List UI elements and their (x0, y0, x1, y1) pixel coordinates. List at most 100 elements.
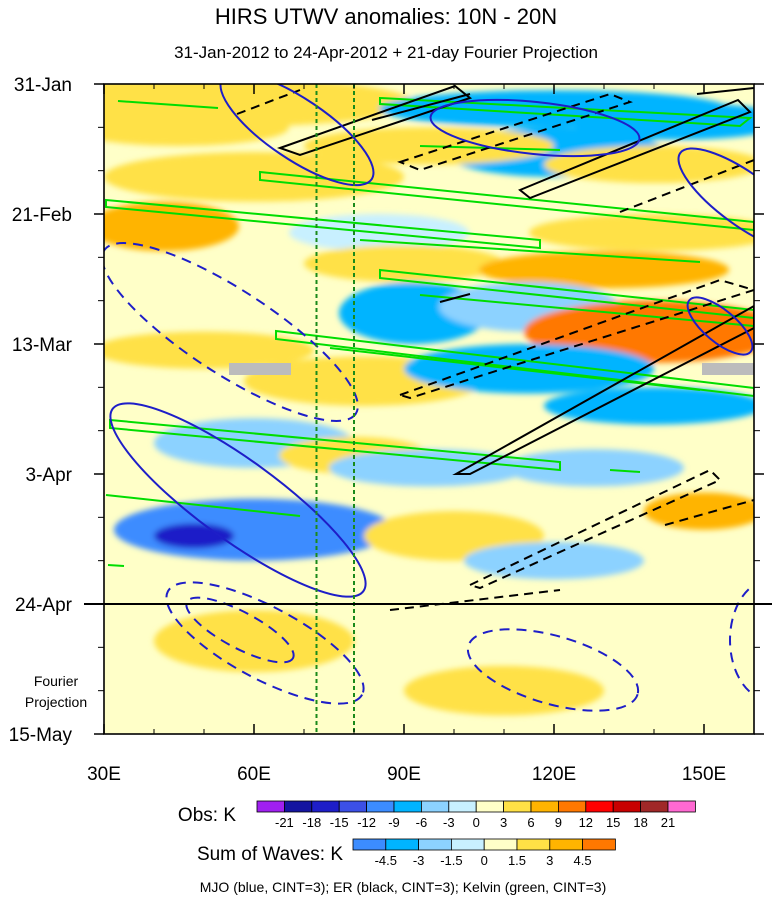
kelvin-contour (379, 96, 753, 128)
waves-colorbar-label: Sum of Waves: K (197, 844, 343, 865)
projection-label: Fourier Projection (25, 673, 87, 710)
kelvin-contour (359, 239, 701, 263)
obs-colorbar-swatch (393, 800, 422, 813)
obs-colorbar-tick-label: -15 (330, 815, 349, 830)
waves-colorbar-swatch (549, 838, 583, 851)
obs-colorbar-tick-label: 0 (473, 815, 480, 830)
waves-colorbar-tick-label: 4.5 (574, 853, 592, 868)
y-tick-label: 24-Apr (15, 595, 73, 616)
kelvin-contour (275, 329, 754, 398)
chart-title: HIRS UTWV anomalies: 10N - 20N (215, 4, 557, 29)
obs-colorbar-swatch (530, 800, 559, 813)
kelvin-contour (329, 347, 701, 391)
kelvin-contour (379, 268, 754, 320)
x-tick-label: 90E (387, 764, 421, 785)
obs-colorbar-tick-label: 21 (661, 815, 675, 830)
waves-colorbar-tick-label: -3 (413, 853, 425, 868)
anomaly-patch (644, 492, 754, 530)
obs-colorbar-tick-label: 15 (606, 815, 620, 830)
obs-colorbar-swatch (640, 800, 669, 813)
mjo-contour-positive (109, 402, 367, 598)
anomaly-patch (104, 108, 289, 146)
er-contour-negative (664, 499, 754, 526)
obs-colorbar: -21 -18 -15 -12 -9 -6 -3 0 3 6 9 12 15 18 21 (256, 800, 696, 830)
anomaly-patch (544, 387, 754, 425)
obs-colorbar-tick-label: -6 (416, 815, 428, 830)
obs-colorbar-swatch (311, 800, 340, 813)
waves-colorbar-swatch (450, 838, 485, 851)
waves-colorbar: -4.5 -3 -1.5 0 1.5 3 4.5 (352, 838, 616, 868)
obs-colorbar-tick-label: -18 (302, 815, 321, 830)
y-tick-label: 13-Mar (12, 335, 73, 356)
waves-colorbar-tick-label: 0 (481, 853, 488, 868)
er-contour-negative (389, 589, 561, 611)
er-contour-positive (518, 98, 752, 200)
waves-colorbar-swatch (352, 838, 387, 851)
y-tick-label: 3-Apr (26, 465, 73, 486)
obs-colorbar-swatch (585, 800, 614, 813)
mjo-contour-negative (165, 581, 365, 705)
er-contours (236, 84, 754, 611)
chart-subtitle: 31-Jan-2012 to 24-Apr-2012 + 21-day Four… (174, 43, 598, 62)
er-contour-positive (439, 293, 471, 303)
kelvin-contour (107, 564, 125, 567)
mjo-contour-positive (429, 98, 641, 158)
er-contour-negative (467, 468, 722, 590)
er-contour-positive (452, 304, 754, 475)
obs-colorbar-tick-label: 6 (527, 815, 534, 830)
anomaly-patch (104, 152, 404, 202)
waves-colorbar-tick-label: -1.5 (440, 853, 462, 868)
mjo-contour-positive (686, 296, 754, 356)
obs-colorbar-swatch (256, 800, 285, 813)
kelvin-contour (259, 170, 754, 232)
waves-colorbar-swatch (418, 838, 452, 851)
obs-colorbar-swatch (503, 800, 532, 813)
mjo-contour-negative (466, 628, 640, 712)
er-contour-positive (696, 87, 754, 95)
mjo-contour-positive (219, 84, 375, 187)
anomaly-patch (404, 665, 604, 716)
anomaly-patch (154, 610, 354, 673)
plot-area (104, 84, 754, 734)
waves-colorbar-swatch (582, 838, 616, 851)
kelvin-contour (419, 294, 754, 327)
plot-frame (103, 83, 755, 735)
obs-colorbar-swatch (283, 800, 313, 813)
obs-colorbar-swatch (667, 800, 696, 813)
waves-colorbar-tick-label: 3 (546, 853, 553, 868)
mjo-contour-positive (677, 147, 754, 253)
obs-colorbar-swatch (448, 800, 477, 813)
missing-data-patch (229, 363, 291, 375)
waves-colorbar-swatch (516, 838, 551, 851)
obs-colorbar-swatch (338, 800, 368, 813)
kelvin-contour (105, 494, 301, 517)
anomaly-patch (329, 449, 529, 487)
reference-meridians (315, 84, 355, 734)
mjo-contour-negative (185, 596, 295, 664)
obs-colorbar-swatch (420, 800, 450, 813)
er-contour-negative (236, 89, 301, 115)
waves-colorbar-tick-label: 1.5 (508, 853, 526, 868)
anomaly-patch (304, 244, 504, 283)
obs-colorbar-label: Obs: K (178, 805, 236, 826)
anomaly-patch (544, 145, 754, 184)
y-tick-label: 21-Feb (12, 205, 72, 226)
kelvin-contour (609, 469, 641, 473)
anomaly-patch (464, 542, 644, 580)
x-tick-label: 30E (87, 764, 121, 785)
obs-colorbar-swatch (612, 800, 642, 813)
obs-colorbar-swatch (366, 800, 395, 813)
obs-colorbar-swatch (558, 800, 587, 813)
kelvin-contour (109, 418, 561, 472)
y-axis: 31-Jan 21-Feb 13-Mar 3-Apr 24-Apr 15-May (9, 75, 764, 746)
obs-colorbar-tick-label: 12 (579, 815, 593, 830)
er-contour-negative (396, 278, 754, 400)
obs-colorbar-tick-label: 18 (633, 815, 647, 830)
er-contour-negative (619, 159, 754, 213)
y-tick-label: 15-May (9, 725, 73, 746)
missing-data-patches (229, 363, 754, 375)
obs-colorbar-tick-label: -9 (388, 815, 400, 830)
x-tick-label: 60E (237, 764, 271, 785)
anomaly-patch (104, 201, 239, 252)
